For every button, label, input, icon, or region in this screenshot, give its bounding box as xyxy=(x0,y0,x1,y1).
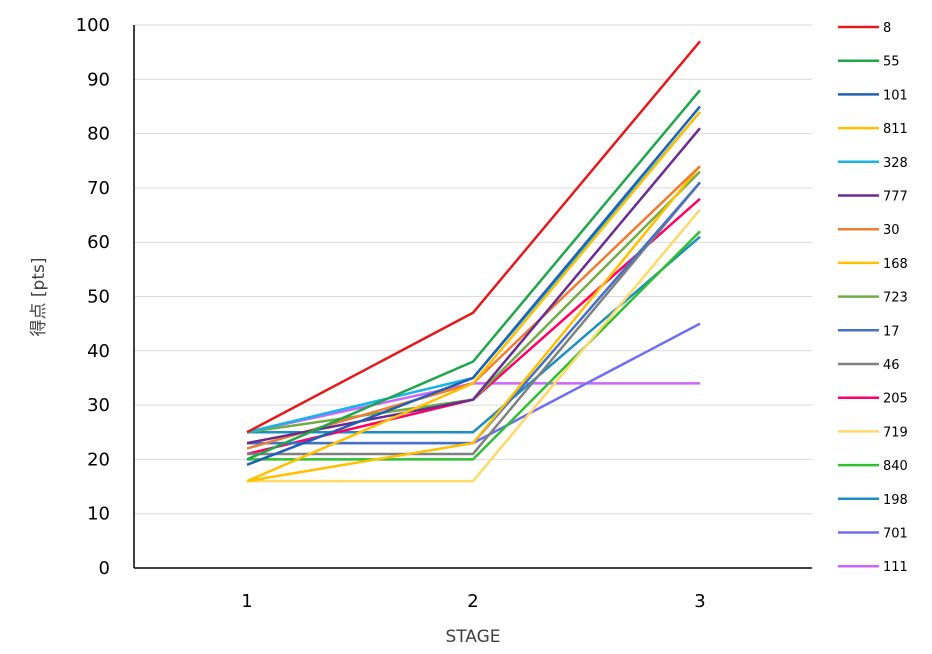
legend-label: 101 xyxy=(883,88,908,103)
series-line-198 xyxy=(247,235,701,434)
series-line-55 xyxy=(246,89,701,461)
x-axis-title: STAGE xyxy=(445,627,500,647)
series-line-8 xyxy=(246,40,701,434)
legend-label: 777 xyxy=(883,190,908,205)
legend-label: 46 xyxy=(883,358,900,373)
legend-label: 723 xyxy=(883,291,908,306)
series-line-46 xyxy=(247,181,701,456)
y-tick-labels: 0 10 20 30 40 50 60 70 80 90 100 xyxy=(76,15,110,579)
x-tick-label: 2 xyxy=(467,591,478,612)
y-tick-label: 10 xyxy=(87,504,110,525)
y-tick-label: 60 xyxy=(87,232,110,253)
y-tick-label: 50 xyxy=(87,287,110,308)
legend-label: 205 xyxy=(883,392,908,407)
y-tick-label: 100 xyxy=(76,15,110,36)
legend-label: 719 xyxy=(883,425,908,440)
legend-label: 111 xyxy=(883,560,908,575)
series-lines xyxy=(246,40,701,483)
legend-label: 168 xyxy=(883,257,908,272)
legend-label: 8 xyxy=(883,21,891,36)
x-tick-label: 1 xyxy=(241,591,252,612)
legend-label: 55 xyxy=(883,55,900,70)
legend-label: 328 xyxy=(883,156,908,171)
y-tick-label: 40 xyxy=(87,341,110,362)
y-tick-label: 20 xyxy=(87,449,110,470)
legend-label: 30 xyxy=(883,223,900,238)
legend: 8 55 101 811 328 777 30 168 723 17 46 205 719 840 198 7… xyxy=(838,21,908,575)
y-tick-label: 90 xyxy=(87,69,110,90)
series-line-840 xyxy=(247,230,701,461)
x-tick-labels: 1 2 3 xyxy=(241,591,705,612)
series-line-777 xyxy=(246,127,701,445)
series-line-168 xyxy=(246,165,701,483)
y-tick-label: 70 xyxy=(87,178,110,199)
legend-label: 840 xyxy=(883,459,908,474)
y-axis-title: 得点 [pts] xyxy=(29,258,49,337)
series-line-111 xyxy=(246,382,700,434)
series-line-719 xyxy=(247,208,701,483)
y-tick-label: 30 xyxy=(87,395,110,416)
series-line-101 xyxy=(246,105,701,466)
legend-label: 17 xyxy=(883,324,900,339)
legend-label: 701 xyxy=(883,527,908,542)
gridlines xyxy=(134,24,812,515)
y-tick-label: 80 xyxy=(87,124,110,145)
legend-label: 198 xyxy=(883,493,908,508)
x-tick-label: 3 xyxy=(694,591,705,612)
series-line-811 xyxy=(246,111,701,483)
legend-label: 811 xyxy=(883,122,908,137)
y-tick-label: 0 xyxy=(99,558,110,579)
